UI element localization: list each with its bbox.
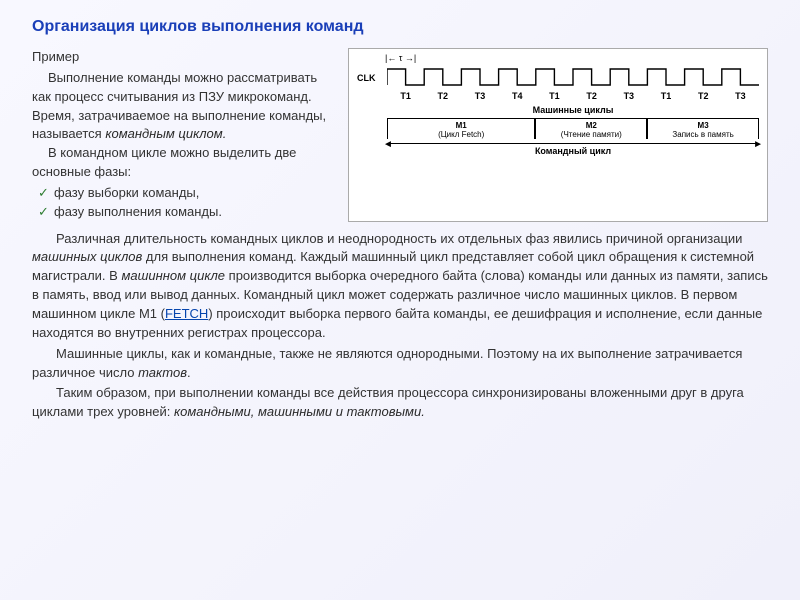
tick-t1c: T1 — [647, 91, 684, 101]
intro-p2: В командном цикле можно выделить две осн… — [32, 144, 332, 182]
tick-t3b: T3 — [610, 91, 647, 101]
body-p3: Таким образом, при выполнении команды вс… — [32, 384, 768, 422]
tick-t2c: T2 — [685, 91, 722, 101]
clk-label: CLK — [357, 73, 387, 83]
body-p2: Машинные циклы, как и командные, также н… — [32, 345, 768, 383]
slide-title: Организация циклов выполнения команд — [32, 18, 768, 36]
phase-list: фазу выборки команды, фазу выполнения ко… — [38, 184, 332, 222]
command-cycle-bar: ◄► — [387, 143, 759, 144]
tick-labels-row: T1 T2 T3 T4 T1 T2 T3 T1 T2 T3 — [387, 91, 759, 101]
bullet-fetch-phase: фазу выборки команды, — [38, 184, 332, 203]
intro-column: Пример Выполнение команды можно рассматр… — [32, 48, 332, 222]
tick-t3: T3 — [461, 91, 498, 101]
tick-t3c: T3 — [722, 91, 759, 101]
body-p1: Различная длительность командных циклов … — [32, 230, 768, 343]
tick-t2: T2 — [424, 91, 461, 101]
body-text: Различная длительность командных циклов … — [32, 230, 768, 422]
intro-p1: Выполнение команды можно рассматривать к… — [32, 69, 332, 144]
command-cycle-caption: Командный цикл — [387, 146, 759, 156]
tick-t4: T4 — [499, 91, 536, 101]
clock-waveform — [387, 65, 759, 91]
timing-diagram: |← τ →| CLK T1 T2 T3 T4 T1 T2 T3 T1 T2 — [348, 48, 768, 222]
machine-cycles-caption: Машинные циклы — [387, 105, 759, 115]
m3-group: M3Запись в память — [647, 118, 759, 139]
machine-cycle-groups: M1(Цикл Fetch) M2(Чтение памяти) M3Запис… — [387, 118, 759, 139]
tick-t2b: T2 — [573, 91, 610, 101]
tick-t1b: T1 — [536, 91, 573, 101]
intro-p1-italic: командным циклом. — [105, 126, 226, 141]
m2-group: M2(Чтение памяти) — [535, 118, 647, 139]
tau-label: |← τ →| — [385, 53, 416, 63]
fetch-link: FETCH — [165, 306, 208, 321]
bullet-exec-phase: фазу выполнения команды. — [38, 203, 332, 222]
m1-group: M1(Цикл Fetch) — [387, 118, 535, 139]
example-label: Пример — [32, 48, 332, 67]
tick-t1: T1 — [387, 91, 424, 101]
